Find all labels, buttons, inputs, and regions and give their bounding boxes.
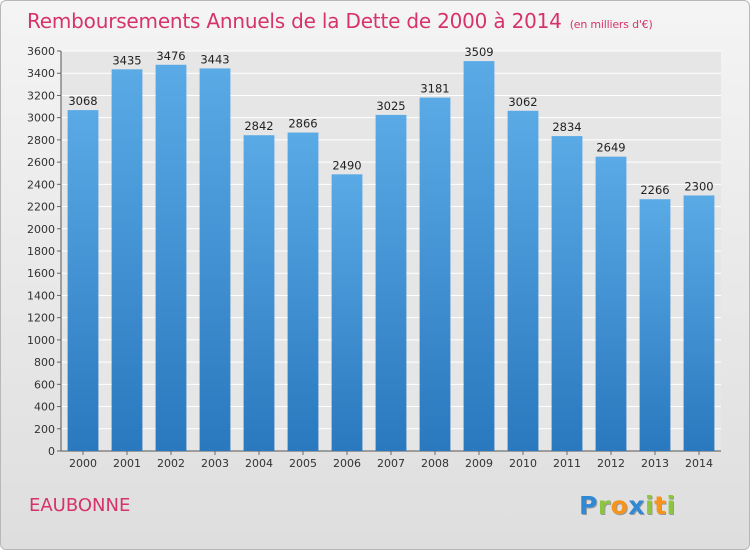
x-tick-label-2013: 2013 <box>641 457 669 470</box>
x-tick-label-2014: 2014 <box>685 457 713 470</box>
x-tick-label-2008: 2008 <box>421 457 449 470</box>
x-tick-label-2012: 2012 <box>597 457 625 470</box>
value-label-2011: 2834 <box>552 120 581 134</box>
x-tick-label-2007: 2007 <box>377 457 405 470</box>
y-tick-label: 200 <box>34 423 55 436</box>
value-label-2014: 2300 <box>684 179 713 193</box>
y-tick-label: 3000 <box>27 112 55 125</box>
y-tick-label: 2800 <box>27 134 55 147</box>
x-tick-label-2009: 2009 <box>465 457 493 470</box>
y-tick-label: 1000 <box>27 334 55 347</box>
logo-letter: r <box>597 491 611 520</box>
y-tick-label: 1200 <box>27 312 55 325</box>
value-label-2000: 3068 <box>68 94 97 108</box>
bar-2014 <box>683 195 715 451</box>
logo-letter: i <box>645 491 655 520</box>
y-tick-label: 2000 <box>27 223 55 236</box>
bar-2004 <box>243 135 275 451</box>
bar-2005 <box>287 132 319 452</box>
bar-2002 <box>155 64 187 452</box>
y-tick-label: 0 <box>48 445 55 458</box>
bar-2013 <box>639 199 671 451</box>
value-label-2004: 2842 <box>244 119 273 133</box>
chart-title: Remboursements Annuels de la Dette de 20… <box>27 9 653 33</box>
bar-2010 <box>507 110 539 452</box>
bar-2012 <box>595 156 627 451</box>
value-label-2010: 3062 <box>508 95 537 109</box>
bar-2011 <box>551 136 583 451</box>
bar-2009 <box>463 61 495 451</box>
bar-2000 <box>67 110 99 451</box>
y-tick-label: 2400 <box>27 178 55 191</box>
value-label-2012: 2649 <box>596 141 625 155</box>
x-tick-label-2011: 2011 <box>553 457 581 470</box>
logo-letter: x <box>628 491 645 520</box>
x-tick-label-2004: 2004 <box>245 457 273 470</box>
x-tick-label-2005: 2005 <box>289 457 317 470</box>
proxiti-logo: Proxiti <box>579 491 676 520</box>
y-tick-label: 2200 <box>27 201 55 214</box>
y-tick-label: 400 <box>34 401 55 414</box>
y-tick-label: 1400 <box>27 289 55 302</box>
value-label-2003: 3443 <box>200 52 229 66</box>
bar-2007 <box>375 114 407 451</box>
x-tick-label-2000: 2000 <box>69 457 97 470</box>
chart-subtitle: (en milliers d'€) <box>569 18 653 31</box>
y-tick-label: 2600 <box>27 156 55 169</box>
value-label-2002: 3476 <box>156 49 185 63</box>
y-tick-label: 3400 <box>27 67 55 80</box>
bar-2008 <box>419 97 451 452</box>
y-tick-label: 3600 <box>27 45 55 58</box>
commune-name: EAUBONNE <box>29 495 131 516</box>
y-tick-label: 1800 <box>27 245 55 258</box>
x-tick-label-2002: 2002 <box>157 457 185 470</box>
value-label-2009: 3509 <box>464 45 493 59</box>
bar-2006 <box>331 174 363 452</box>
logo-letter: i <box>666 491 676 520</box>
value-label-2008: 3181 <box>420 82 449 96</box>
logo-letter: t <box>654 491 667 520</box>
value-label-2007: 3025 <box>376 99 405 113</box>
x-tick-label-2006: 2006 <box>333 457 361 470</box>
logo-letter: o <box>610 491 629 520</box>
x-tick-label-2001: 2001 <box>113 457 141 470</box>
value-label-2001: 3435 <box>112 53 141 67</box>
y-tick-label: 3200 <box>27 89 55 102</box>
bar-2003 <box>199 68 231 451</box>
y-tick-label: 600 <box>34 378 55 391</box>
value-label-2013: 2266 <box>640 183 669 197</box>
y-tick-label: 1600 <box>27 267 55 280</box>
y-tick-label: 800 <box>34 356 55 369</box>
x-tick-label-2003: 2003 <box>201 457 229 470</box>
value-label-2005: 2866 <box>288 117 317 131</box>
chart-title-text: Remboursements Annuels de la Dette de 20… <box>27 9 562 33</box>
bar-2001 <box>111 69 143 451</box>
value-label-2006: 2490 <box>332 158 361 172</box>
x-tick-label-2010: 2010 <box>509 457 537 470</box>
logo-letter: P <box>579 491 598 520</box>
